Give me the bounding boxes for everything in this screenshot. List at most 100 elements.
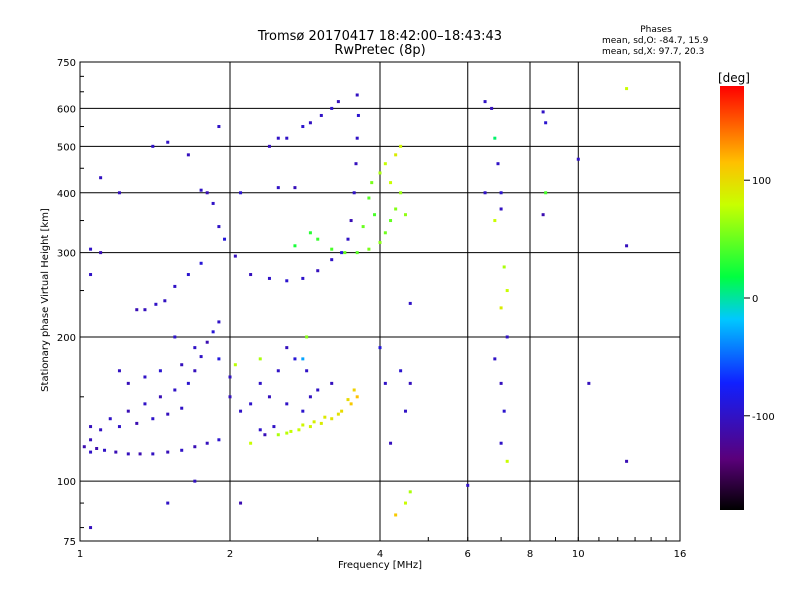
data-point [205, 191, 209, 195]
data-point [499, 207, 503, 211]
data-point [490, 106, 494, 110]
data-point [211, 201, 215, 205]
data-point [108, 417, 112, 421]
data-point [389, 181, 393, 185]
y-tick-label: 500 [57, 142, 76, 153]
data-point [173, 284, 177, 288]
data-point [493, 357, 497, 361]
data-point [330, 258, 334, 262]
data-point [126, 409, 130, 413]
data-point [505, 335, 509, 339]
data-point [276, 369, 280, 373]
data-point [625, 87, 629, 91]
data-point [199, 261, 203, 265]
data-point [285, 136, 289, 140]
data-point [285, 431, 289, 435]
data-point [89, 438, 93, 442]
data-point [352, 191, 356, 195]
data-point [239, 409, 243, 413]
data-point [308, 121, 312, 125]
data-point [217, 225, 221, 229]
data-point [308, 231, 312, 235]
data-point [239, 191, 243, 195]
data-point [233, 363, 237, 367]
data-point [499, 191, 503, 195]
data-point [367, 196, 371, 200]
data-point [399, 191, 403, 195]
data-point [403, 213, 407, 217]
data-point [186, 273, 190, 277]
colorbar-tick-label: 100 [752, 176, 771, 187]
data-point [308, 425, 312, 429]
data-point [135, 421, 139, 425]
data-point [544, 191, 548, 195]
data-point [349, 402, 353, 406]
data-point [308, 395, 312, 399]
data-point [186, 153, 190, 157]
data-point [316, 388, 320, 392]
data-point [82, 445, 86, 449]
data-point [373, 213, 377, 217]
data-point [180, 363, 184, 367]
y-tick-label: 300 [57, 249, 76, 260]
data-point [367, 247, 371, 251]
data-point [330, 417, 334, 421]
data-point [99, 428, 103, 432]
data-point [239, 501, 243, 505]
data-point [370, 181, 374, 185]
data-point [228, 375, 232, 379]
data-point [151, 452, 155, 456]
data-point [285, 279, 289, 283]
data-point [249, 273, 253, 277]
data-point [352, 388, 356, 392]
data-point [383, 381, 387, 385]
data-point [151, 144, 155, 148]
data-point [541, 213, 545, 217]
data-point [349, 219, 353, 223]
data-point [305, 369, 309, 373]
data-point [293, 186, 297, 190]
data-point [541, 110, 545, 114]
data-point [625, 244, 629, 248]
data-point [199, 188, 203, 192]
data-point [587, 381, 591, 385]
data-point [117, 191, 121, 195]
data-point [378, 346, 382, 350]
data-point [249, 441, 253, 445]
colorbar-ticks: -100 0 100 [744, 176, 775, 423]
data-point [126, 381, 130, 385]
x-axis-ticks: 1 2 4 6 8 10 16 [77, 537, 686, 560]
data-point [336, 100, 340, 104]
data-point [496, 162, 500, 166]
data-point [340, 409, 344, 413]
data-point [403, 409, 407, 413]
data-point [180, 448, 184, 452]
data-point [117, 369, 121, 373]
x-tick-label: 8 [527, 549, 533, 560]
data-point [312, 420, 316, 424]
phase-info-line-x: mean, sd,X: 97.7, 20.3 [602, 47, 704, 57]
data-point [89, 273, 93, 277]
data-point [361, 225, 365, 229]
data-point [173, 388, 177, 392]
data-point [408, 490, 412, 494]
data-points [82, 87, 629, 530]
data-point [289, 429, 293, 433]
x-tick-label: 2 [227, 549, 233, 560]
chart-title: Tromsø 20170417 18:42:00–18:43:43 [257, 29, 502, 44]
data-point [394, 207, 398, 211]
data-point [301, 357, 305, 361]
data-point [355, 395, 359, 399]
data-point [544, 121, 548, 125]
data-point [114, 450, 118, 454]
data-point [305, 335, 309, 339]
data-point [408, 381, 412, 385]
data-point [217, 320, 221, 324]
colorbar-tick-label: -100 [752, 412, 775, 423]
data-point [301, 423, 305, 427]
data-point [319, 113, 323, 117]
data-point [89, 247, 93, 251]
data-point [355, 93, 359, 97]
data-point [199, 355, 203, 359]
